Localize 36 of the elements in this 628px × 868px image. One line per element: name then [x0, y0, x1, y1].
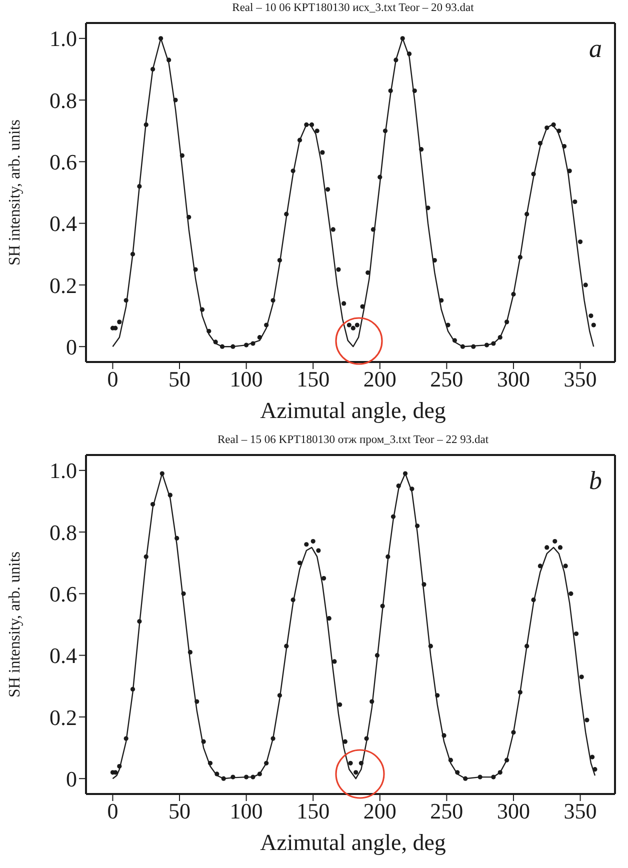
x-tick-label: 250: [430, 366, 464, 392]
x-tick-label: 100: [230, 366, 263, 392]
y-tick-label: 0.6: [50, 149, 77, 174]
x-tick-label: 50: [168, 366, 191, 392]
x-tick-label: 200: [363, 366, 396, 392]
x-tick-label: 100: [230, 798, 263, 824]
x-tick-label: 150: [296, 798, 330, 824]
x-tick-label: 150: [296, 366, 330, 392]
x-tick-label: 0: [107, 798, 118, 824]
y-tick-label: 0.8: [50, 88, 77, 113]
x-tick-label: 200: [363, 798, 396, 824]
x-tick-label: 300: [496, 366, 530, 392]
y-tick-label: 0.2: [50, 272, 77, 298]
y-tick-label: 0.2: [50, 704, 77, 730]
y-tick-label: 1.0: [50, 26, 77, 52]
x-tick-label: 350: [564, 798, 597, 824]
annotation: b: [589, 466, 602, 496]
x-axis-title: Azimutal angle, deg: [259, 829, 447, 857]
annotation: a: [589, 34, 602, 64]
chart-title: Real – 15 06 KPT180130 отж пром_3.txt Teor – 22 93.dat: [216, 434, 490, 446]
y-tick-label: 0.8: [50, 520, 77, 545]
x-tick-label: 300: [496, 798, 530, 824]
y-tick-label: 0: [66, 334, 77, 360]
x-tick-label: 0: [107, 366, 118, 392]
x-tick-label: 350: [564, 366, 597, 392]
y-tick-label: 0.4: [50, 643, 77, 668]
y-tick-label: 0.6: [50, 581, 77, 606]
y-axis-title: SH intensity, arb. units: [6, 119, 24, 266]
y-tick-label: 0: [66, 766, 77, 792]
x-tick-label: 50: [168, 798, 191, 824]
y-tick-label: 0.4: [50, 211, 77, 236]
y-axis-title: SH intensity, arb. units: [6, 551, 24, 698]
y-tick-label: 1.0: [50, 458, 77, 484]
x-axis-title: Azimutal angle, deg: [259, 397, 447, 425]
chart-title: Real – 10 06 KPT180130 исх_3.txt Teor – 20 93.dat: [231, 2, 475, 14]
x-tick-label: 250: [430, 798, 464, 824]
